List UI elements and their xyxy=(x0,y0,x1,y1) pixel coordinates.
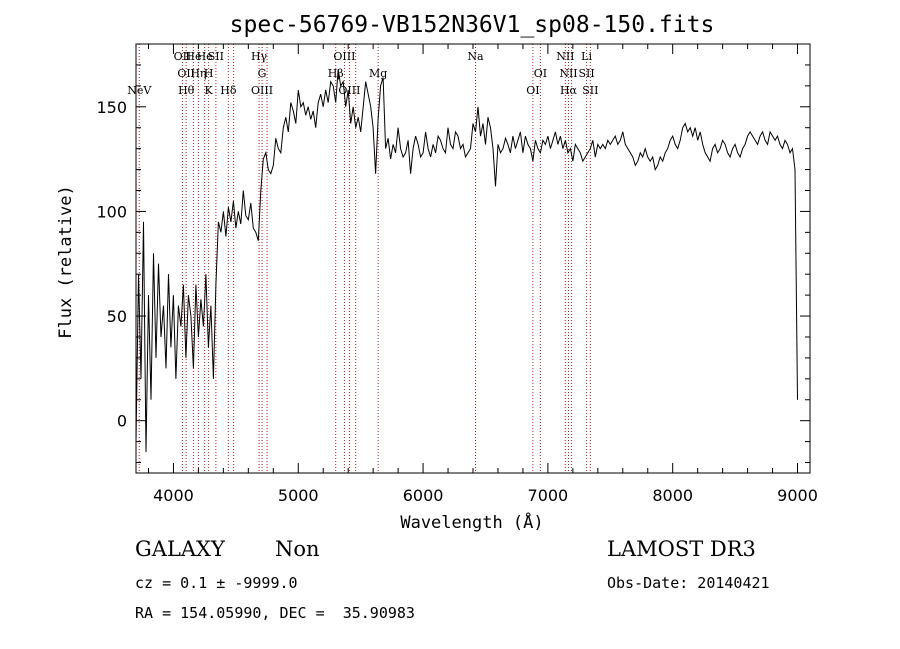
survey-name: LAMOST DR3 xyxy=(607,537,756,561)
emission-line-markers xyxy=(138,44,591,473)
line-label-19-0: OI xyxy=(526,84,539,97)
x-tick-label: 9000 xyxy=(777,486,818,505)
y-tick-label: 150 xyxy=(96,98,127,117)
x-tick-label: 5000 xyxy=(278,486,319,505)
plot-frame xyxy=(135,43,811,474)
y-tick-label: 0 xyxy=(117,412,127,431)
x-tick-label: 6000 xyxy=(403,486,444,505)
x-tick-labels: 4000 5000 6000 7000 8000 9000 xyxy=(153,486,818,505)
object-class: GALAXY xyxy=(135,537,225,561)
line-label-22-0: NII xyxy=(559,67,577,80)
line-label-11-1: OIII xyxy=(251,84,273,97)
y-tick-label: 50 xyxy=(107,307,127,326)
line-label-14-0: OIII xyxy=(333,50,355,63)
line-label-1-0: OII xyxy=(174,50,192,63)
line-label-24-1: Li xyxy=(581,50,592,63)
line-label-3-0: He xyxy=(185,50,201,63)
spectrum-line xyxy=(135,69,798,453)
line-label-20-0: OI xyxy=(534,67,547,80)
line-label-13-0: Hβ xyxy=(328,67,344,80)
line-label-15-0: OIII xyxy=(338,84,360,97)
redshift-text: cz = 0.1 ± -9999.0 xyxy=(135,574,298,592)
line-label-18-0: Na xyxy=(467,50,484,63)
line-label-7-0: SII xyxy=(208,50,224,63)
coordinates: RA = 154.05990, DEC = 35.90983 xyxy=(135,604,415,622)
y-tick-label: 100 xyxy=(96,202,127,221)
line-label-21-0: NII xyxy=(556,50,574,63)
chart-title: spec-56769-VB152N36V1_sp08-150.fits xyxy=(230,12,715,38)
observation-date: Obs-Date: 20140421 xyxy=(607,574,770,592)
line-label-8-0: Hδ xyxy=(220,84,237,97)
line-label-24-0: SII xyxy=(578,67,594,80)
x-tick-label: 4000 xyxy=(153,486,194,505)
axis-ticks xyxy=(136,43,810,473)
y-tick-labels: 0 50 100 150 xyxy=(96,98,127,431)
emission-line-labels: NeVOIIOIIHθHeHηHeHKSIIHδHγGOIIIHβOIIIOII… xyxy=(127,50,598,97)
object-subclass: Non xyxy=(275,537,320,561)
line-label-10-0: Hγ xyxy=(251,50,268,63)
line-label-25-0: SII xyxy=(582,84,598,97)
line-label-6-1: K xyxy=(205,84,214,97)
x-tick-label: 7000 xyxy=(528,486,569,505)
line-label-22-1: Hα xyxy=(560,84,578,97)
line-label-4-0: Hη xyxy=(190,67,206,80)
line-label-5-0: He xyxy=(197,50,213,63)
line-label-2-1: Hθ xyxy=(178,84,195,97)
line-label-0-0: NeV xyxy=(127,84,152,97)
x-tick-label: 8000 xyxy=(652,486,693,505)
line-label-11-0: G xyxy=(258,67,267,80)
y-axis-label: Flux (relative) xyxy=(56,185,76,339)
line-label-6-0: H xyxy=(204,67,214,80)
line-label-17-0: Mg xyxy=(369,67,387,80)
line-label-2-0: OII xyxy=(177,67,195,80)
x-axis-label: Wavelength (Å) xyxy=(400,511,543,533)
